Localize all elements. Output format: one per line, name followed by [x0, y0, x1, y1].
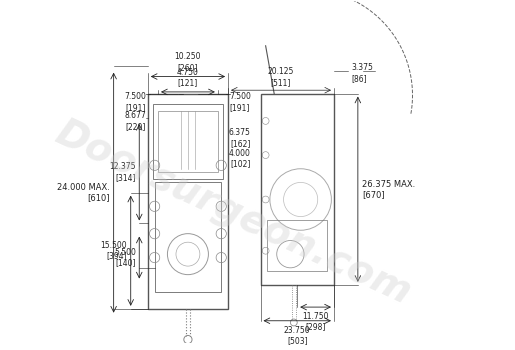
Text: 3.375
[86]: 3.375 [86] — [351, 63, 373, 83]
Bar — [158, 111, 218, 172]
Bar — [261, 93, 334, 285]
Text: 5.500
[140]: 5.500 [140] — [114, 248, 136, 267]
Text: 4.750
[121]: 4.750 [121] — [177, 68, 199, 87]
Text: 10.250
[260]: 10.250 [260] — [175, 52, 201, 72]
Bar — [267, 220, 327, 271]
Text: 12.375
[314]: 12.375 [314] — [109, 162, 136, 182]
Text: 11.750
[298]: 11.750 [298] — [302, 312, 329, 331]
Text: Doorsurgeon.com: Doorsurgeon.com — [49, 114, 417, 313]
Text: 6.375
[162]: 6.375 [162] — [228, 128, 250, 148]
Text: 26.375 MAX.
[670]: 26.375 MAX. [670] — [362, 180, 415, 199]
Text: 15.500
[394]: 15.500 [394] — [100, 241, 127, 260]
Text: 23.750
[503]: 23.750 [503] — [284, 326, 311, 345]
Text: 7.500
[191]: 7.500 [191] — [230, 92, 252, 112]
Bar — [148, 93, 228, 309]
Bar — [153, 104, 223, 179]
Bar — [154, 182, 221, 292]
Text: 24.000 MAX.
[610]: 24.000 MAX. [610] — [57, 183, 110, 202]
Text: 8.677
[220]: 8.677 [220] — [124, 111, 146, 131]
Text: 7.500
[191]: 7.500 [191] — [124, 92, 146, 112]
Text: 4.000
[102]: 4.000 [102] — [228, 149, 250, 168]
Text: 20.125
[511]: 20.125 [511] — [268, 68, 294, 87]
